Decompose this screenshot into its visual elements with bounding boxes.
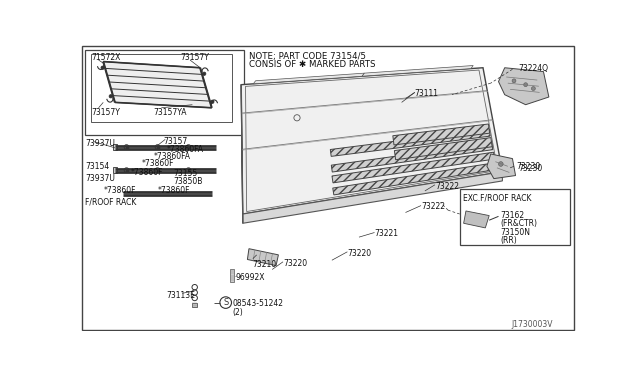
Circle shape	[531, 87, 535, 90]
Text: (FR&CTR): (FR&CTR)	[500, 219, 537, 228]
Polygon shape	[333, 163, 497, 195]
Text: 73150N: 73150N	[500, 228, 530, 237]
Polygon shape	[103, 62, 212, 108]
Text: 73937U: 73937U	[85, 174, 115, 183]
Polygon shape	[230, 269, 234, 282]
Circle shape	[524, 83, 527, 87]
Text: 73157Y: 73157Y	[180, 53, 210, 62]
Text: *73860FA: *73860FA	[167, 145, 204, 154]
Text: 96992X: 96992X	[235, 273, 264, 282]
Polygon shape	[393, 124, 490, 145]
Text: 71572X: 71572X	[91, 53, 120, 62]
Polygon shape	[332, 152, 495, 183]
Polygon shape	[241, 68, 502, 214]
Text: F/ROOF RACK: F/ROOF RACK	[85, 197, 137, 206]
Text: 73157Y: 73157Y	[91, 108, 120, 117]
Text: NOTE; PART CODE 73154/5: NOTE; PART CODE 73154/5	[249, 52, 366, 61]
Circle shape	[211, 100, 214, 103]
Polygon shape	[332, 143, 493, 172]
Text: 73154: 73154	[85, 162, 109, 171]
Text: 73850B: 73850B	[173, 177, 202, 186]
Polygon shape	[243, 172, 502, 223]
Text: *73860F: *73860F	[131, 168, 163, 177]
Text: *73860F: *73860F	[157, 186, 190, 195]
Polygon shape	[248, 249, 278, 266]
Text: (2): (2)	[233, 308, 243, 317]
Text: S: S	[223, 298, 228, 307]
Text: (RR): (RR)	[500, 236, 517, 246]
Text: *73860F: *73860F	[142, 158, 175, 168]
Text: 08543-51242: 08543-51242	[233, 299, 284, 308]
Text: *73860FA: *73860FA	[154, 152, 191, 161]
Circle shape	[499, 162, 503, 166]
Text: CONSIS OF ✱ MARKED PARTS: CONSIS OF ✱ MARKED PARTS	[249, 60, 376, 69]
Polygon shape	[253, 73, 364, 84]
Text: 73155: 73155	[173, 169, 197, 179]
Bar	[85, 50, 244, 135]
Polygon shape	[113, 144, 117, 150]
Text: 73157: 73157	[163, 137, 187, 146]
Circle shape	[202, 72, 206, 76]
Text: 73162: 73162	[500, 211, 524, 220]
Text: 73230: 73230	[518, 164, 542, 173]
Bar	[91, 54, 232, 122]
Text: 73220: 73220	[348, 249, 371, 258]
Text: 73221: 73221	[374, 230, 399, 238]
Circle shape	[109, 94, 113, 98]
Text: 73111: 73111	[415, 89, 439, 97]
Text: J1730003V: J1730003V	[511, 320, 552, 329]
Polygon shape	[193, 302, 197, 307]
Polygon shape	[362, 65, 473, 76]
Polygon shape	[463, 211, 489, 228]
Text: 73220: 73220	[283, 259, 307, 268]
Text: 73230: 73230	[516, 163, 541, 171]
Text: 73157YA: 73157YA	[154, 108, 187, 117]
Polygon shape	[394, 138, 492, 160]
Text: 73210: 73210	[252, 260, 276, 269]
Polygon shape	[113, 167, 117, 173]
Text: 73937U: 73937U	[85, 140, 115, 148]
Polygon shape	[499, 68, 549, 105]
Text: 73224Q: 73224Q	[518, 64, 548, 73]
Polygon shape	[330, 129, 490, 156]
Polygon shape	[241, 85, 243, 223]
Text: EXC.F/ROOF RACK: EXC.F/ROOF RACK	[463, 193, 531, 202]
Circle shape	[101, 66, 104, 70]
Text: 73222: 73222	[421, 202, 445, 212]
Text: 73222: 73222	[435, 182, 459, 191]
Text: 73113E: 73113E	[167, 291, 196, 300]
Circle shape	[512, 79, 516, 83]
Bar	[460, 189, 570, 245]
Polygon shape	[487, 154, 516, 179]
Text: *73860F: *73860F	[103, 186, 136, 195]
